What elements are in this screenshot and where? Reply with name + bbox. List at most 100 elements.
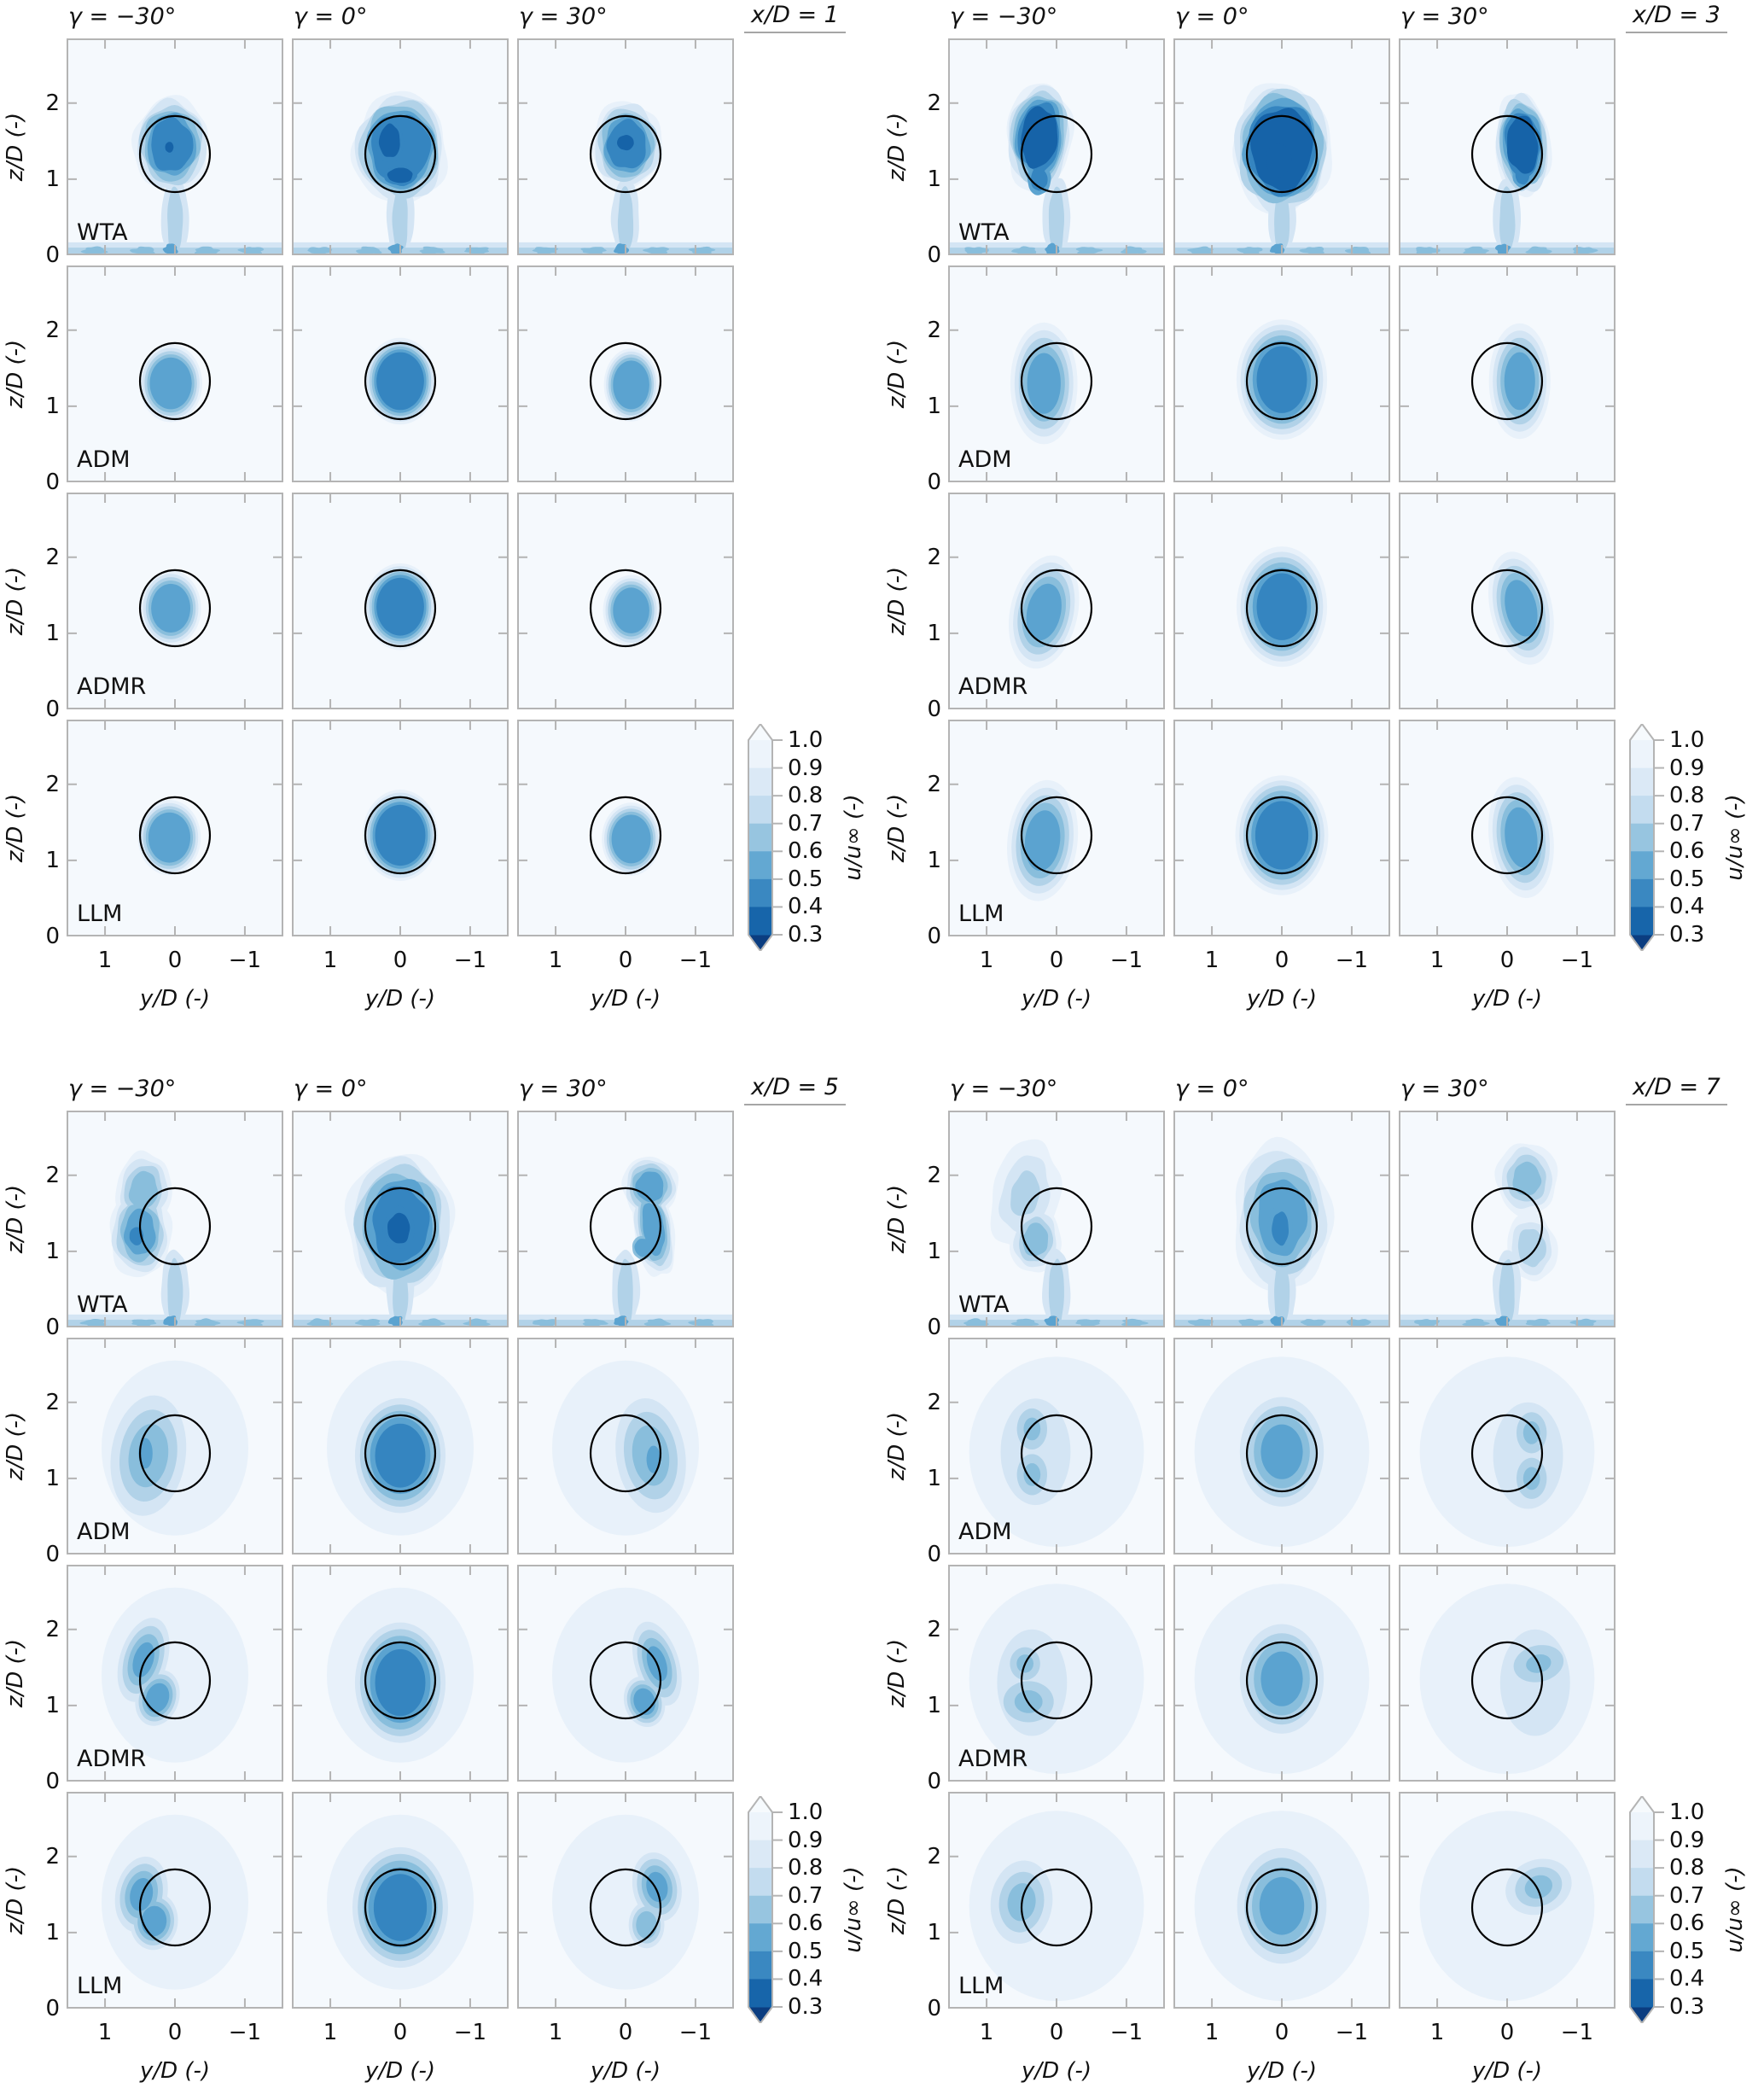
tick-marks [519,267,732,482]
rotor-circle [589,114,662,194]
colorbar [1628,724,1764,951]
contour-plot [292,493,509,709]
y-tick-label: 0 [927,1542,941,1567]
rotor-circle [138,796,212,875]
contour-plot [517,1792,734,2009]
rotor-circle [364,1868,437,1947]
rotor-circle [1245,1641,1319,1720]
panel-spine [292,1111,509,1327]
contour-ring [1027,353,1061,414]
panel-spine [1173,1338,1390,1554]
model-label: ADM [77,446,131,473]
tick-marks [1400,1794,1614,2009]
y-tick-label: 0 [927,470,941,495]
tick-marks [1175,1339,1388,1554]
y-tick-label: 0 [927,924,941,949]
x-tick-label: 0 [1274,2020,1290,2045]
contour-ring [611,814,651,864]
contour-panel-admr-gamma30 [517,1565,734,1782]
contour-panel-wta-gamma-30: WTA [948,1111,1165,1327]
y-tick-label: 1 [927,1692,941,1718]
tick-marks [1400,267,1614,482]
panel-spine [948,1338,1165,1554]
tick-marks [1175,1112,1388,1327]
contour-panel-wta-gamma30 [517,1111,734,1327]
contour-panel-llm-gamma30 [517,1792,734,2009]
contour-ring [646,1871,668,1902]
x-tick-label: 0 [167,2020,183,2045]
contour-plot [67,720,283,936]
rotor-circle [589,1641,662,1720]
column-title-gamma: γ = 0° [1175,1076,1249,1102]
rotor-circle [1470,569,1544,648]
x-tick-label: 1 [1204,2020,1220,2045]
x-tick-label: 1 [97,2020,113,2045]
x-axis-label: y/D (-) [1471,986,1543,1012]
x-axis-label: y/D (-) [1246,986,1318,1012]
x-tick-label: −1 [228,2020,262,2045]
ground-layer [236,1319,265,1327]
ground-layer [1494,1315,1511,1327]
ground-layer [356,246,382,254]
x-axis-label: y/D (-) [139,2058,211,2084]
contour-panel-admr-gamma0 [292,1565,509,1782]
contour-plot [517,1338,734,1554]
x-tick-label: −1 [453,2020,487,2045]
colorbar-segment [748,740,772,769]
contour-panel-admr-gamma-30: ADMR [948,1565,1165,1782]
y-tick-label: 2 [927,90,941,116]
contour-panel-llm-gamma0 [1173,720,1390,936]
contour-panel-wta-gamma-30: WTA [948,38,1165,255]
x-axis-label: y/D (-) [364,2058,436,2084]
colorbar-tick-label: 0.3 [1669,922,1705,948]
y-tick-label: 0 [927,1996,941,2021]
tick-marks [519,40,732,255]
y-tick-label: 2 [45,1616,60,1642]
tick-marks [950,1566,1163,1782]
tick-marks [1400,494,1614,709]
panel-spine [517,265,734,482]
ground-layer [194,1318,221,1327]
colorbar-segment [1630,1979,1654,2008]
colorbar-segment [748,1812,772,1841]
x-axis-label: y/D (-) [1246,2058,1318,2084]
panel-group-xd5: γ = −30° γ = 0° γ = 30° x/D = 5 z/D (-) 0 1 2 WT… [0,1072,882,2094]
tick-marks [1175,1794,1388,2009]
panel-spine [948,493,1165,709]
tick-marks [950,1794,1163,2009]
contour-plot [1173,1338,1390,1554]
contour-plot [948,1565,1165,1782]
column-title-gamma: γ = −30° [950,3,1058,30]
column-title-gamma: γ = 30° [1400,3,1489,30]
contour-plot [292,1792,509,2009]
rotor-circle [589,796,662,875]
contour-panel-admr-gamma-30: ADMR [67,493,283,709]
contour-ring [1010,1170,1040,1216]
x-tick-label: −1 [1109,2020,1144,2045]
x-tick-label: 0 [618,2020,633,2045]
tick-marks [1400,1112,1614,1327]
x-axis-label: y/D (-) [590,986,661,1012]
ground-layer [532,247,558,254]
model-label: WTA [77,1292,128,1318]
x-tick-label: 1 [1429,948,1445,973]
contour-panel-admr-gamma-30: ADMR [67,1565,283,1782]
x-tick-label: 0 [1499,2020,1515,2045]
contour-ring [1266,143,1292,178]
y-tick-label: 2 [927,1389,941,1415]
ground-layer [1416,247,1441,254]
panel-spine [948,38,1165,255]
rotor-circle [1245,114,1319,194]
x-tick-label: 0 [393,948,408,973]
contour-panel-adm-gamma-30: ADM [948,1338,1165,1554]
colorbar-tick-label: 0.9 [1669,1827,1705,1853]
colorbar-tick-label: 1.0 [1669,727,1705,753]
rotor-circle [1020,341,1093,421]
contour-panel-adm-gamma30 [1399,1338,1616,1554]
contour-panel-wta-gamma-30: WTA [67,1111,283,1327]
contour-ring [1021,106,1058,169]
colorbar-tick-label: 0.4 [788,1966,824,1992]
panel-spine [1173,38,1390,255]
tick-marks [68,1794,282,2009]
colorbar-tick-label: 0.8 [1669,783,1705,809]
